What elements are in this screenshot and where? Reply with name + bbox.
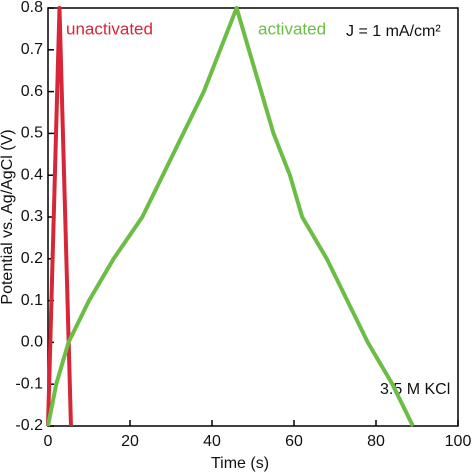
y-tick-label: 0.0: [21, 334, 43, 351]
annotation: J = 1 mA/cm²: [346, 23, 441, 40]
line: [46, 6, 415, 427]
y-tick-label: 0.7: [21, 41, 43, 58]
y-tick-label: 0.6: [21, 83, 43, 100]
x-tick-label: 20: [121, 433, 139, 450]
y-tick-label: 0.1: [21, 292, 43, 309]
y-tick-label: -0.1: [15, 375, 43, 392]
y-tick-label: 0.2: [21, 250, 43, 267]
y-tick-label: 0.5: [21, 125, 43, 142]
y-tick-label: -0.2: [15, 417, 43, 434]
y-axis-label: Potential vs. Ag/AgCl (V): [0, 129, 16, 304]
x-tick-label: 60: [285, 433, 303, 450]
legend-label: activated: [258, 19, 326, 38]
y-tick-label: 0.3: [21, 208, 43, 225]
x-axis-label: Time (s): [211, 455, 269, 472]
x-tick-label: 0: [44, 433, 53, 450]
legend-label: unactivated: [66, 19, 153, 38]
x-tick-label: 40: [203, 433, 221, 450]
x-tick-label: 80: [367, 433, 385, 450]
line: [46, 6, 73, 427]
y-tick-label: 0.4: [21, 166, 43, 183]
x-tick-label: 100: [445, 433, 472, 450]
y-tick-label: 0.8: [21, 0, 43, 16]
